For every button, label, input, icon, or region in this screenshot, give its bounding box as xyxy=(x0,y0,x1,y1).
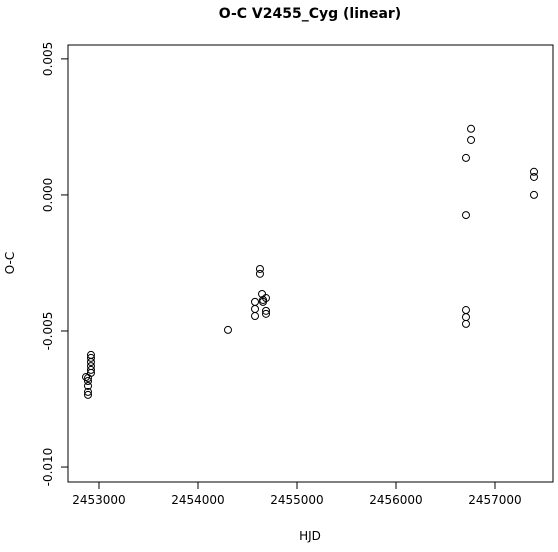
point xyxy=(529,172,538,181)
point xyxy=(261,294,270,303)
x-axis-label: HJD xyxy=(299,529,321,543)
point xyxy=(467,124,476,133)
point xyxy=(529,167,538,176)
point xyxy=(461,319,470,328)
y-tick-label: 0.005 xyxy=(41,42,55,76)
point xyxy=(86,368,95,377)
point xyxy=(261,306,270,315)
point xyxy=(251,304,260,313)
x-tick-label: 2457000 xyxy=(468,493,521,507)
point xyxy=(83,390,92,399)
point xyxy=(529,190,538,199)
y-tick-label: -0.010 xyxy=(41,448,55,487)
chart-title: O-C V2455_Cyg (linear) xyxy=(219,6,401,22)
point xyxy=(461,211,470,220)
point xyxy=(223,325,232,334)
point xyxy=(467,135,476,144)
point xyxy=(83,377,92,386)
x-tick-label: 2454000 xyxy=(171,493,224,507)
plot-frame xyxy=(67,44,554,483)
x-tick-label: 2453000 xyxy=(72,493,125,507)
point xyxy=(86,358,95,367)
point xyxy=(255,264,264,273)
point xyxy=(251,297,260,306)
point xyxy=(82,372,91,381)
y-tick-label: -0.005 xyxy=(41,312,55,351)
point xyxy=(251,312,260,321)
x-tick-label: 2456000 xyxy=(369,493,422,507)
x-tick-label: 2455000 xyxy=(270,493,323,507)
point xyxy=(86,365,95,374)
point xyxy=(86,353,95,362)
point xyxy=(261,309,270,318)
y-axis-label: O-C xyxy=(3,252,17,275)
point xyxy=(461,153,470,162)
point xyxy=(255,269,264,278)
point xyxy=(83,381,92,390)
y-tick-label: 0.000 xyxy=(41,178,55,212)
point xyxy=(461,306,470,315)
point xyxy=(83,387,92,396)
point xyxy=(258,289,267,298)
point xyxy=(461,313,470,322)
